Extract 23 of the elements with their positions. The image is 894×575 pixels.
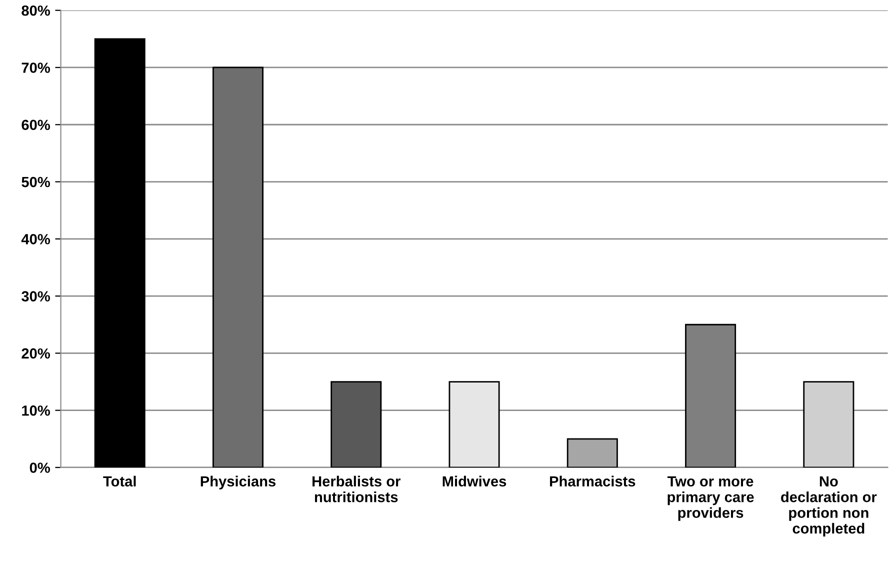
bar (803, 381, 854, 468)
x-tick-label: No declaration or portion non completed (781, 476, 877, 537)
bar (448, 381, 500, 468)
y-tick-label: 10% (22, 405, 50, 416)
x-tick-label: Herbalists or nutritionists (312, 476, 400, 502)
y-tick-label: 60% (22, 120, 50, 130)
y-tick-label: 40% (21, 234, 50, 244)
y-tick-label: 0% (30, 462, 50, 473)
bar (212, 66, 264, 468)
bar (94, 38, 146, 468)
x-tick-label: Pharmacists (550, 476, 636, 487)
x-tick-label: Midwives (442, 476, 506, 487)
x-tick-label: Two or more primary care providers (667, 476, 754, 521)
x-tick-label: Physicians (200, 476, 276, 490)
x-tick-label: Total (103, 476, 136, 487)
y-tick-label: 70% (22, 62, 50, 73)
y-tick-label: 30% (22, 291, 50, 302)
bar (685, 324, 736, 468)
y-tick-label: 20% (22, 348, 50, 359)
bar (330, 381, 382, 468)
bar (566, 438, 618, 468)
y-tick-label: 50% (22, 176, 50, 188)
y-tick-label: 80% (22, 5, 50, 16)
